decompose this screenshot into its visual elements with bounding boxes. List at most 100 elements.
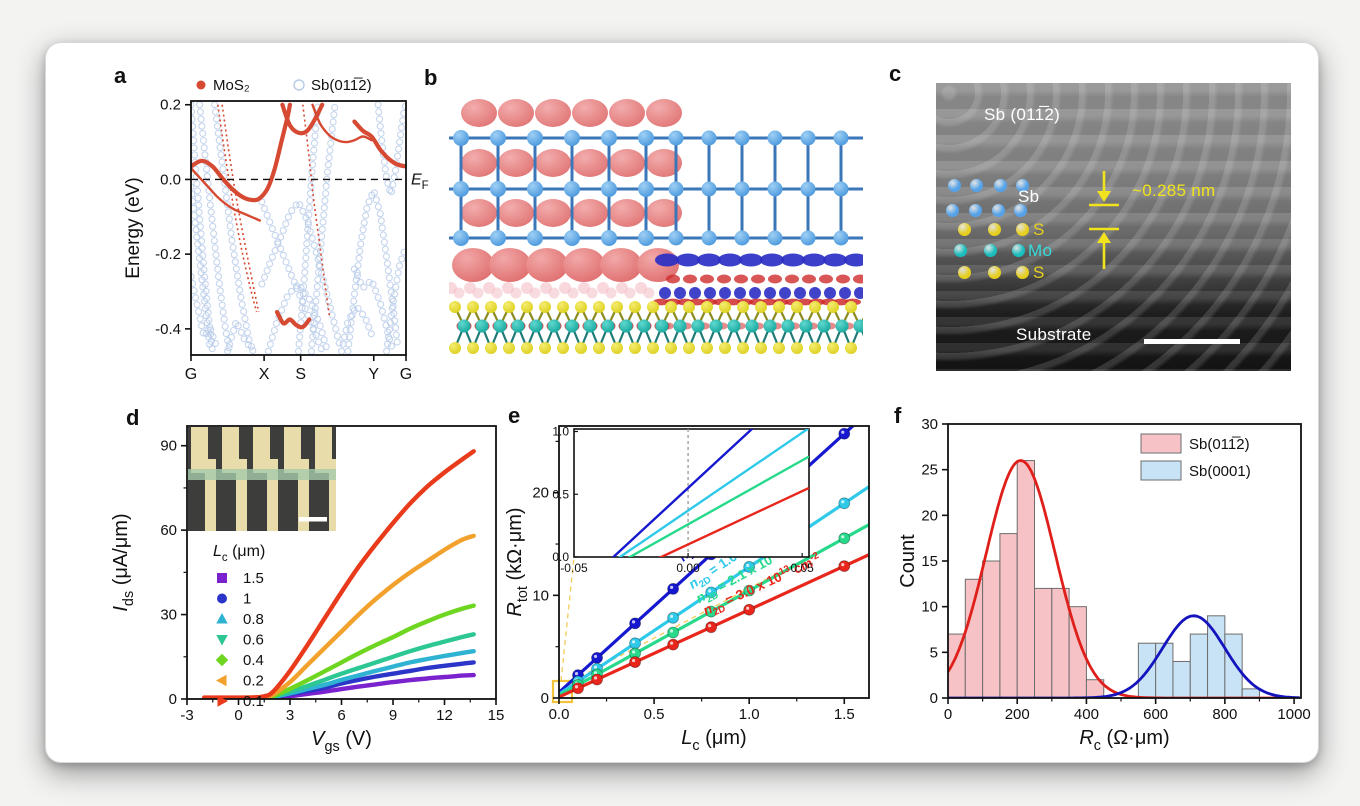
legend-item: 0.2 (243, 673, 264, 690)
legend: Sb(011̅2) Sb(0001) (1140, 433, 1251, 481)
svg-text:12: 12 (436, 707, 453, 724)
svg-text:15: 15 (488, 707, 505, 724)
svg-text:0: 0 (169, 691, 177, 708)
svg-text:-0.05: -0.05 (560, 561, 588, 575)
kpath-tick: S (295, 366, 306, 383)
mo-atom-dot (1012, 244, 1025, 257)
svg-text:1000: 1000 (1277, 706, 1310, 723)
kpath-tick: G (185, 366, 197, 383)
sb-atom-dot (946, 204, 959, 217)
transfer-series (201, 449, 476, 699)
legend: Lc (μm) 1.5 1 0.8 0.6 0.4 0.2 0.1 (213, 543, 265, 710)
panel-d-label: d (126, 405, 140, 430)
sb-atom-label: Sb (1018, 187, 1040, 206)
legend-item: 0.4 (243, 652, 264, 669)
y-axis-label: Count (897, 534, 919, 588)
substrate-label: Substrate (1016, 325, 1092, 344)
sb-atom-dot (948, 179, 961, 192)
contact-resistance-histogram: 0 200 400 600 800 1000 0 5 10 15 20 25 30 Rc (Ω·μm) Co… (897, 416, 1311, 754)
stem-image: Sb (011̅2) Sb S Mo S ~0.285 nm Substrate (936, 83, 1291, 371)
s-bottom-label: S (1033, 263, 1045, 282)
sb-atom-dot (969, 204, 982, 217)
mo-atom-dot (954, 244, 967, 257)
panel-f-label: f (894, 403, 902, 428)
svg-text:200: 200 (1005, 706, 1030, 723)
stem-panel: Sb (011̅2) Sb S Mo S ~0.285 nm Substrate (891, 55, 1336, 410)
s-atom-dot (958, 266, 971, 279)
distance-label: ~0.285 nm (1132, 181, 1216, 200)
legend-item: 1 (243, 591, 251, 608)
distance-arrows-icon (1089, 171, 1119, 269)
sb-atom-dot (1016, 179, 1029, 192)
svg-text:9: 9 (389, 707, 397, 724)
legend-title: Lc (μm) (213, 543, 265, 564)
svg-text:5: 5 (930, 644, 938, 661)
svg-text:60: 60 (160, 522, 177, 539)
svg-text:600: 600 (1143, 706, 1168, 723)
s-atom-dot (958, 223, 971, 236)
svg-text:0: 0 (944, 706, 952, 723)
fermi-label: EF (411, 171, 429, 192)
x-axis-label: Vgs (V) (311, 728, 372, 755)
svg-text:0.5: 0.5 (644, 706, 665, 723)
band-series (191, 101, 406, 355)
legend-item: 1.5 (243, 570, 264, 587)
legend: MoS₂ Sb(011̅2) (196, 77, 372, 94)
x-axis-label: Lc (μm) (681, 727, 746, 754)
s-atom-dot (1016, 266, 1029, 279)
svg-text:0.0: 0.0 (160, 171, 181, 188)
mo-label: Mo (1028, 241, 1053, 260)
histogram-series (948, 459, 1300, 698)
svg-text:20: 20 (532, 485, 549, 502)
panel-b-label: b (424, 65, 438, 90)
sem-inset (188, 427, 336, 531)
svg-text:6: 6 (337, 707, 345, 724)
s-atom-dot (988, 266, 1001, 279)
svg-text:10: 10 (921, 599, 938, 616)
svg-text:-0.2: -0.2 (155, 246, 181, 263)
svg-text:90: 90 (160, 438, 177, 455)
legend-mos2: MoS₂ (213, 77, 250, 94)
svg-text:0.0: 0.0 (552, 550, 569, 564)
svg-text:-3: -3 (180, 707, 193, 724)
region-label: Sb (011̅2) (984, 105, 1061, 124)
svg-text:20: 20 (921, 507, 938, 524)
svg-text:-0.4: -0.4 (155, 321, 181, 338)
svg-text:30: 30 (921, 416, 938, 433)
sb-atom-dot (1014, 204, 1027, 217)
legend-item: 0.8 (243, 611, 264, 628)
svg-text:0: 0 (234, 707, 242, 724)
svg-text:0.0: 0.0 (549, 706, 570, 723)
legend-item: 0.1 (243, 693, 264, 710)
svg-text:1.5: 1.5 (834, 706, 855, 723)
svg-text:30: 30 (160, 607, 177, 624)
tlm-inset: -0.05 0.00 0.05 0.0 0.5 1.0 (552, 425, 814, 575)
svg-text:3: 3 (286, 707, 294, 724)
svg-text:0: 0 (930, 690, 938, 707)
legend-item: Sb(011̅2) (1189, 436, 1250, 453)
kpath-tick: Y (368, 366, 379, 383)
sb-atom-dot (994, 179, 1007, 192)
svg-text:0.05: 0.05 (790, 561, 814, 575)
svg-text:0.5: 0.5 (552, 487, 569, 501)
kpath-tick: X (259, 366, 270, 383)
tlm-chart: n2D = 1.2 x 1013 cm-2n2D = 1.6 x 1013 cm… (504, 425, 870, 754)
panel-e-label: e (508, 403, 521, 428)
s-top-label: S (1033, 220, 1045, 239)
kpath-tick: G (400, 366, 412, 383)
s-atom-dot (988, 223, 1001, 236)
svg-text:10: 10 (532, 587, 549, 604)
figure-card: a b c d e f EF 0.2 0.0 -0.2 -0.4 G X S Y G Energy … (45, 42, 1319, 763)
svg-text:800: 800 (1212, 706, 1237, 723)
svg-text:1.0: 1.0 (739, 706, 760, 723)
svg-text:1.0: 1.0 (552, 425, 569, 439)
svg-text:0.2: 0.2 (160, 97, 181, 114)
panel-c-label: c (889, 61, 902, 86)
svg-text:400: 400 (1074, 706, 1099, 723)
sb-atom-dot (970, 179, 983, 192)
scale-bar (1144, 339, 1240, 344)
y-axis-label: Rtot (kΩ·μm) (504, 507, 531, 616)
band-structure-chart: EF 0.2 0.0 -0.2 -0.4 G X S Y G Energy (eV) MoS₂ Sb(0… (123, 77, 429, 383)
